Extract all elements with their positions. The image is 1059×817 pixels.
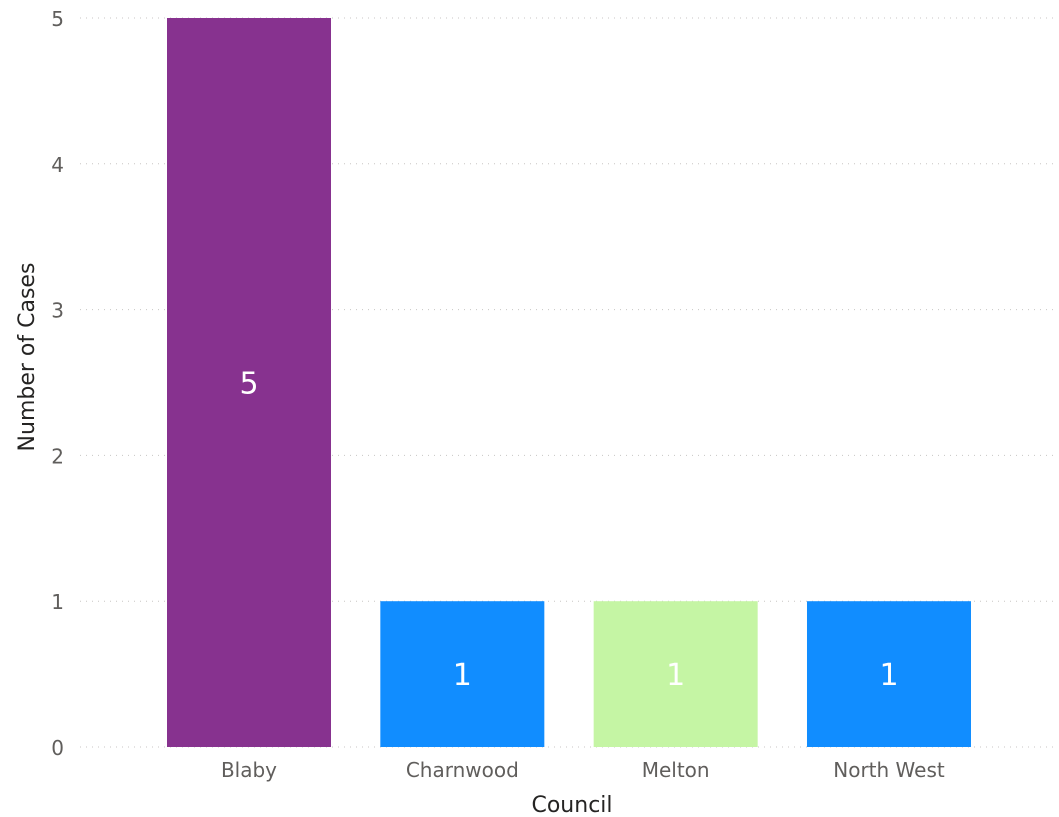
data-labels: 5 1 1 1 [239, 367, 898, 694]
y-tick-label: 3 [51, 299, 64, 323]
x-tick-label: Charnwood [406, 758, 519, 782]
y-axis-ticks: 0 1 2 3 4 5 [51, 7, 64, 760]
data-label: 1 [666, 658, 685, 693]
data-label: 1 [879, 658, 898, 693]
bar[interactable] [167, 18, 331, 747]
y-axis-title: Number of Cases [15, 263, 40, 452]
x-axis-ticks: Blaby Charnwood Melton North West [221, 758, 945, 782]
data-label: 1 [453, 658, 472, 693]
x-axis-title: Council [531, 793, 612, 817]
y-tick-label: 2 [51, 444, 64, 468]
bar[interactable] [593, 601, 758, 747]
data-label: 5 [239, 367, 258, 402]
y-tick-label: 4 [51, 153, 64, 177]
bar[interactable] [806, 601, 971, 747]
y-tick-label: 0 [51, 736, 64, 760]
x-tick-label: Blaby [221, 758, 277, 782]
bars [167, 18, 971, 747]
x-tick-label: Melton [642, 758, 710, 782]
y-tick-label: 5 [51, 7, 64, 31]
bar[interactable] [380, 601, 545, 747]
y-tick-label: 1 [51, 590, 64, 614]
x-tick-label: North West [833, 758, 945, 782]
